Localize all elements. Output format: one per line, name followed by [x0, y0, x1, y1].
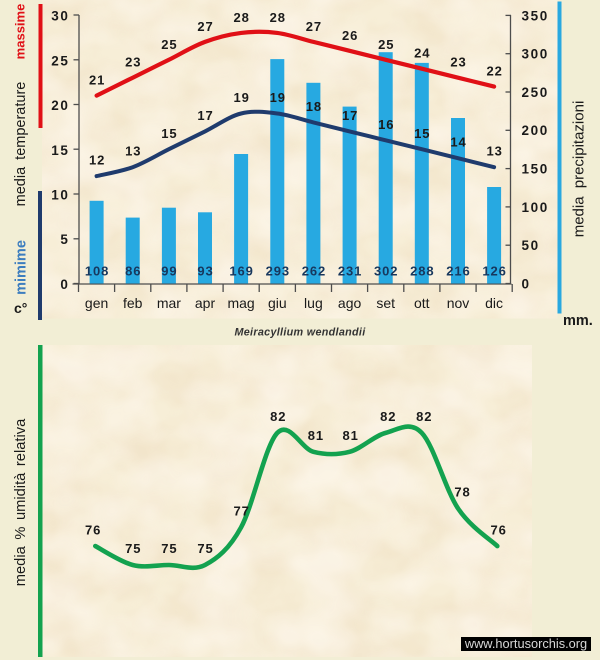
svg-text:76: 76	[85, 522, 101, 537]
svg-text:16: 16	[378, 117, 394, 132]
svg-text:set: set	[376, 295, 395, 311]
svg-text:Meiracyllium wendlandii: Meiracyllium wendlandii	[234, 327, 366, 339]
svg-text:14: 14	[450, 135, 466, 150]
svg-text:media temperature: media temperature	[13, 82, 29, 207]
svg-text:27: 27	[306, 19, 322, 34]
svg-text:19: 19	[270, 90, 286, 105]
svg-text:288: 288	[410, 263, 434, 278]
svg-text:10: 10	[51, 188, 69, 203]
svg-text:17: 17	[197, 108, 213, 123]
svg-text:78: 78	[454, 485, 470, 500]
svg-text:216: 216	[446, 263, 470, 278]
svg-text:76: 76	[490, 522, 506, 537]
svg-text:77: 77	[233, 504, 249, 519]
svg-text:18: 18	[306, 99, 322, 114]
svg-text:25: 25	[51, 53, 69, 68]
svg-text:22: 22	[486, 64, 502, 79]
svg-text:20: 20	[51, 98, 69, 113]
svg-text:82: 82	[270, 409, 286, 424]
svg-text:30: 30	[51, 9, 69, 24]
svg-text:feb: feb	[123, 295, 143, 311]
svg-text:150: 150	[522, 162, 549, 177]
svg-text:93: 93	[197, 263, 213, 278]
svg-text:99: 99	[161, 263, 177, 278]
svg-text:5: 5	[60, 232, 69, 247]
svg-text:28: 28	[233, 10, 249, 25]
svg-text:mm.: mm.	[563, 313, 593, 329]
svg-text:15: 15	[161, 126, 177, 141]
svg-text:25: 25	[378, 37, 394, 52]
svg-text:massime: massime	[13, 4, 28, 60]
svg-text:15: 15	[51, 143, 69, 158]
svg-text:media % umidità relativa: media % umidità relativa	[13, 418, 29, 586]
svg-text:12: 12	[89, 153, 105, 168]
svg-text:lug: lug	[304, 295, 323, 311]
svg-text:75: 75	[197, 541, 213, 556]
svg-text:300: 300	[522, 47, 549, 62]
svg-text:23: 23	[450, 55, 466, 70]
svg-text:19: 19	[233, 90, 249, 105]
svg-text:apr: apr	[195, 295, 216, 311]
svg-text:75: 75	[125, 541, 141, 556]
svg-text:82: 82	[380, 409, 396, 424]
svg-text:giu: giu	[268, 295, 287, 311]
svg-text:28: 28	[270, 10, 286, 25]
svg-text:25: 25	[161, 37, 177, 52]
svg-text:75: 75	[161, 541, 177, 556]
svg-text:0: 0	[522, 276, 531, 291]
svg-text:mar: mar	[157, 295, 181, 311]
svg-text:82: 82	[416, 409, 432, 424]
svg-text:126: 126	[482, 263, 506, 278]
svg-text:250: 250	[522, 85, 549, 100]
svg-text:86: 86	[125, 263, 141, 278]
svg-text:dic: dic	[485, 295, 503, 311]
svg-text:169: 169	[229, 263, 253, 278]
svg-text:c°: c°	[14, 300, 27, 316]
svg-text:302: 302	[374, 263, 398, 278]
svg-text:108: 108	[85, 263, 109, 278]
svg-text:media precipitazioni: media precipitazioni	[571, 101, 588, 238]
svg-text:26: 26	[342, 28, 358, 43]
svg-text:nov: nov	[447, 295, 470, 311]
svg-text:13: 13	[125, 144, 141, 159]
svg-text:50: 50	[522, 238, 540, 253]
svg-text:100: 100	[522, 200, 549, 215]
svg-text:mag: mag	[227, 295, 254, 311]
svg-text:ott: ott	[414, 295, 430, 311]
svg-text:21: 21	[89, 73, 105, 88]
svg-text:ago: ago	[338, 295, 362, 311]
svg-text:15: 15	[414, 126, 430, 141]
svg-text:13: 13	[486, 144, 502, 159]
svg-text:81: 81	[342, 428, 358, 443]
svg-text:gen: gen	[85, 295, 108, 311]
svg-text:0: 0	[60, 277, 69, 292]
svg-text:27: 27	[197, 19, 213, 34]
svg-text:200: 200	[522, 123, 549, 138]
svg-text:23: 23	[125, 55, 141, 70]
svg-text:mimime: mimime	[14, 240, 30, 295]
svg-text:293: 293	[266, 263, 290, 278]
svg-text:262: 262	[302, 263, 326, 278]
svg-text:350: 350	[522, 8, 549, 23]
svg-text:81: 81	[308, 428, 324, 443]
svg-text:17: 17	[342, 108, 358, 123]
svg-text:24: 24	[414, 46, 430, 61]
svg-text:231: 231	[338, 263, 362, 278]
svg-text:www.hortusorchis.org: www.hortusorchis.org	[464, 636, 587, 651]
